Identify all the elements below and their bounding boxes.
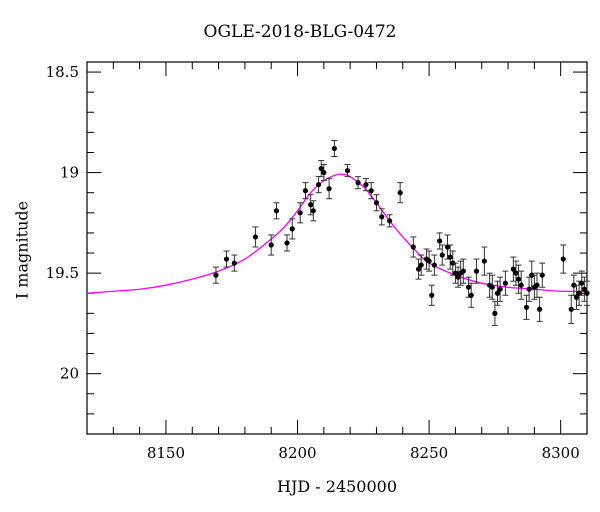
x-tick-label: 8150: [147, 444, 185, 462]
data-point: [465, 284, 472, 290]
data-point: [252, 234, 259, 240]
data-point: [489, 284, 495, 290]
data-point: [534, 282, 540, 288]
data-point: [492, 310, 498, 316]
x-tick-label: 8200: [278, 444, 316, 462]
data-point: [537, 306, 543, 312]
data-point: [523, 304, 530, 310]
data-point: [447, 254, 453, 260]
data-point: [581, 286, 587, 292]
x-axis-label: HJD - 2450000: [276, 477, 398, 496]
data-point: [368, 188, 374, 194]
data-point: [379, 214, 385, 220]
data-point: [355, 180, 361, 186]
data-point: [302, 188, 309, 194]
data-point: [331, 145, 337, 152]
x-tick-label: 8250: [410, 444, 448, 462]
data-point: [573, 294, 580, 300]
data-point: [410, 244, 416, 250]
data-point: [468, 292, 474, 298]
data-point: [415, 266, 422, 272]
data-point: [397, 190, 403, 196]
data-point: [426, 258, 432, 264]
data-point: [539, 272, 545, 278]
data-point: [321, 169, 327, 176]
data-point: [297, 210, 303, 216]
data-point: [502, 280, 509, 286]
model-curve: [87, 173, 587, 294]
data-point: [418, 262, 424, 268]
y-tick-label: 19.5: [46, 264, 79, 282]
x-tick-label: 8300: [542, 444, 580, 462]
data-point: [387, 218, 393, 224]
data-point: [289, 226, 295, 232]
data-point: [437, 238, 443, 244]
y-tick-label: 20: [60, 365, 79, 383]
data-point: [494, 290, 501, 296]
data-point: [455, 274, 461, 280]
data-point: [273, 208, 280, 214]
data-point: [584, 290, 590, 296]
data-point: [510, 266, 516, 272]
data-point: [568, 306, 574, 312]
data-point: [326, 186, 332, 192]
data-point: [373, 200, 380, 206]
data-point: [308, 202, 314, 208]
data-point: [315, 182, 322, 188]
data-point: [429, 292, 435, 298]
data-point: [579, 280, 585, 286]
y-tick-label: 19: [60, 164, 79, 182]
data-point: [284, 240, 290, 246]
data-point: [452, 270, 459, 276]
data-point: [444, 244, 451, 250]
data-point: [439, 252, 445, 258]
data-point: [513, 270, 519, 276]
data-point: [460, 268, 466, 274]
y-tick-label: 18.5: [46, 63, 79, 81]
data-point: [268, 242, 274, 248]
data-point: [576, 290, 582, 296]
data-point: [310, 208, 316, 214]
data-point: [431, 262, 437, 268]
data-point: [560, 256, 566, 262]
data-point: [318, 165, 324, 172]
data-point: [515, 276, 522, 282]
y-axis-label: I magnitude: [12, 200, 32, 300]
data-point: [473, 268, 480, 274]
plot-frame: [86, 61, 588, 435]
data-point: [481, 258, 487, 264]
data-point: [213, 272, 219, 278]
data-point: [231, 260, 237, 266]
chart-title: OGLE-2018-BLG-0472: [203, 22, 397, 42]
data-point: [363, 182, 369, 188]
data-point: [497, 286, 503, 292]
data-point: [223, 256, 230, 262]
data-point: [518, 282, 524, 288]
data-point: [344, 167, 351, 174]
